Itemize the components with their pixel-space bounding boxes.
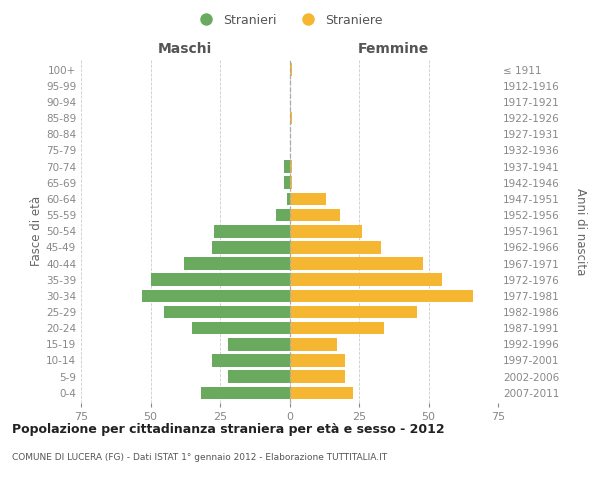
Legend: Stranieri, Straniere: Stranieri, Straniere (188, 8, 388, 32)
Bar (192, 322, 290, 334)
Bar (284, 176, 290, 189)
Bar (290, 225, 362, 237)
Bar (290, 192, 326, 205)
Bar (290, 160, 292, 173)
Bar (290, 112, 292, 124)
Text: COMUNE DI LUCERA (FG) - Dati ISTAT 1° gennaio 2012 - Elaborazione TUTTITALIA.IT: COMUNE DI LUCERA (FG) - Dati ISTAT 1° ge… (12, 452, 387, 462)
Bar (287, 192, 290, 205)
Text: Femmine: Femmine (358, 42, 430, 56)
Bar (290, 241, 381, 254)
Bar (290, 322, 384, 334)
Text: Popolazione per cittadinanza straniera per età e sesso - 2012: Popolazione per cittadinanza straniera p… (12, 422, 445, 436)
Bar (290, 386, 353, 399)
Bar (290, 64, 292, 76)
Bar (164, 306, 290, 318)
Bar (284, 160, 290, 173)
Bar (184, 258, 290, 270)
Bar (290, 306, 418, 318)
Text: Maschi: Maschi (158, 42, 212, 56)
Bar (212, 241, 290, 254)
Bar (290, 258, 423, 270)
Bar (142, 290, 290, 302)
Bar (290, 274, 442, 286)
Bar (290, 338, 337, 350)
Bar (290, 354, 345, 367)
Bar (214, 225, 290, 237)
Bar (151, 274, 290, 286)
Bar (229, 370, 290, 383)
Bar (212, 354, 290, 367)
Bar (290, 176, 292, 189)
Bar (290, 290, 473, 302)
Y-axis label: Fasce di età: Fasce di età (30, 196, 43, 266)
Bar (275, 209, 290, 222)
Bar (290, 370, 345, 383)
Bar (200, 386, 290, 399)
Y-axis label: Anni di nascita: Anni di nascita (574, 188, 587, 275)
Bar (290, 209, 340, 222)
Bar (229, 338, 290, 350)
